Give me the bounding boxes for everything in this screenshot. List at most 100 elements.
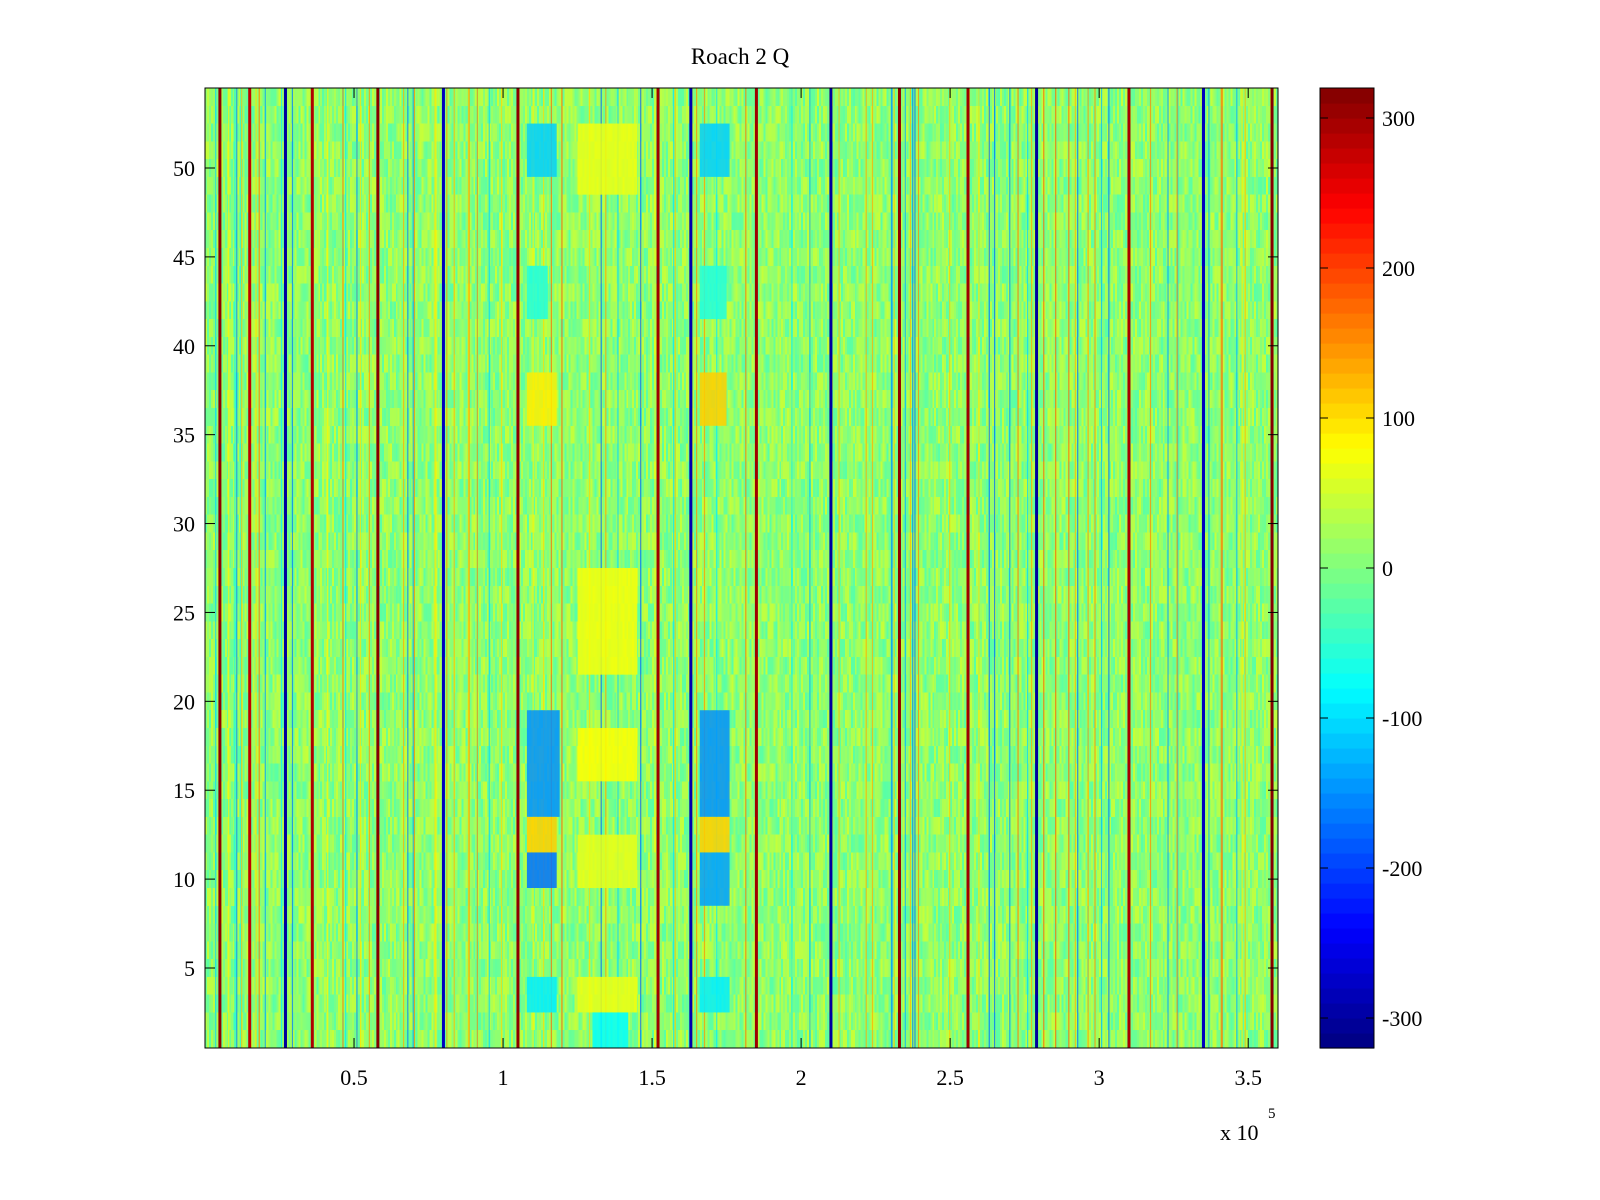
heatmap-streak	[891, 88, 893, 1048]
heatmap-streak	[1074, 88, 1077, 1048]
x-axis: 0.5 1 1.5 2 2.5 3 3.5	[340, 88, 1262, 1090]
heatmap-streak	[745, 88, 747, 1048]
x-axis-multiplier-exponent: 5	[1268, 1106, 1276, 1122]
heatmap-noise-field	[205, 88, 1278, 1048]
colorbar-band	[1320, 103, 1374, 119]
heatmap-streak	[1094, 88, 1096, 1048]
heatmap-feature-block	[526, 852, 557, 888]
heatmap-streak	[909, 88, 912, 1048]
heatmap-streak	[1220, 88, 1222, 1048]
colorbar-tick-label: 300	[1382, 106, 1415, 131]
colorbar-band	[1320, 88, 1374, 104]
colorbar-band	[1320, 763, 1374, 779]
heatmap-streak	[1208, 88, 1210, 1048]
heatmap-streak	[1077, 88, 1079, 1048]
colorbar-tick-label: -300	[1382, 1006, 1422, 1031]
heatmap-streak	[1087, 88, 1089, 1048]
y-tick-label: 20	[173, 689, 195, 714]
colorbar-band	[1320, 673, 1374, 689]
heatmap-streak	[359, 88, 362, 1048]
colorbar-band	[1320, 448, 1374, 464]
colorbar-band	[1320, 628, 1374, 644]
heatmap-feature-block	[577, 568, 638, 675]
heatmap-feature-block	[577, 123, 638, 195]
y-tick-label: 25	[173, 600, 195, 625]
heatmap-spike-line	[376, 88, 380, 1048]
heatmap-feature-block	[577, 976, 638, 1013]
x-tick-label: 1	[498, 1065, 509, 1090]
colorbar-band	[1320, 1033, 1374, 1049]
heatmap-streak	[893, 88, 895, 1048]
heatmap-streak	[550, 88, 552, 1048]
heatmap-feature-block	[577, 834, 638, 888]
colorbar-band	[1320, 283, 1374, 299]
x-tick-label: 2.5	[936, 1065, 964, 1090]
colorbar-band	[1320, 1003, 1374, 1019]
heatmap-streak	[654, 88, 656, 1048]
heatmap-streak	[1017, 88, 1019, 1048]
x-tick-label: 3.5	[1234, 1065, 1262, 1090]
colorbar-band	[1320, 118, 1374, 134]
colorbar-band	[1320, 148, 1374, 164]
heatmap-feature-block	[526, 816, 557, 853]
colorbar-tick-label: 200	[1382, 256, 1415, 281]
heatmap-streak	[240, 88, 242, 1048]
heatmap-streak	[1043, 88, 1045, 1048]
heatmap-streak	[1236, 88, 1238, 1048]
heatmap-streak	[1027, 88, 1029, 1048]
heatmap-streak	[1176, 88, 1178, 1048]
heatmap-streak	[345, 88, 347, 1048]
heatmap-streak	[368, 88, 370, 1048]
colorbar-band	[1320, 223, 1374, 239]
heatmap-feature-block	[526, 372, 557, 426]
colorbar-band	[1320, 253, 1374, 269]
y-tick-label: 35	[173, 423, 195, 448]
heatmap-spike-line	[1127, 88, 1131, 1048]
colorbar-band	[1320, 958, 1374, 974]
heatmap-spike-line	[516, 88, 520, 1048]
heatmap-streak	[838, 88, 840, 1048]
colorbar-band	[1320, 313, 1374, 329]
heatmap-streak	[1055, 88, 1057, 1048]
heatmap-streak	[978, 88, 980, 1048]
colorbar-band	[1320, 133, 1374, 149]
heatmap-streak	[488, 88, 490, 1048]
colorbar-band	[1320, 343, 1374, 359]
colorbar-band	[1320, 853, 1374, 869]
heatmap-streak	[949, 88, 951, 1048]
heatmap-streak	[1241, 88, 1243, 1048]
heatmap-streak	[412, 88, 414, 1048]
heatmap-streak	[228, 88, 230, 1048]
heatmap-feature-block	[526, 123, 557, 177]
colorbar-band	[1320, 178, 1374, 194]
colorbar-band	[1320, 883, 1374, 899]
y-tick-label: 40	[173, 334, 195, 359]
colorbar-band	[1320, 208, 1374, 224]
heatmap-streak	[993, 88, 996, 1048]
colorbar-band	[1320, 493, 1374, 509]
colorbar-band	[1320, 583, 1374, 599]
colorbar-band	[1320, 433, 1374, 449]
heatmap-streak	[468, 88, 470, 1048]
heatmap-streak	[1177, 88, 1179, 1048]
colorbar-band	[1320, 778, 1374, 794]
heatmap-feature-block	[592, 1012, 629, 1048]
heatmap-streak	[640, 88, 642, 1048]
colorbar-band	[1320, 373, 1374, 389]
x-tick-label: 0.5	[340, 1065, 368, 1090]
colorbar-band	[1320, 688, 1374, 704]
heatmap-spike-line	[248, 88, 252, 1048]
y-tick-label: 10	[173, 867, 195, 892]
heatmap-image	[205, 88, 1278, 1048]
heatmap-streak	[413, 88, 415, 1048]
heatmap-feature-block	[526, 976, 557, 1013]
colorbar-band	[1320, 943, 1374, 959]
heatmap-streak	[258, 88, 260, 1048]
heatmap-streak	[500, 88, 503, 1048]
heatmap-streak	[342, 88, 344, 1048]
y-tick-label: 50	[173, 156, 195, 181]
colorbar-band	[1320, 658, 1374, 674]
heatmap-streak	[809, 88, 811, 1048]
heatmap-spike-line	[1035, 88, 1039, 1048]
